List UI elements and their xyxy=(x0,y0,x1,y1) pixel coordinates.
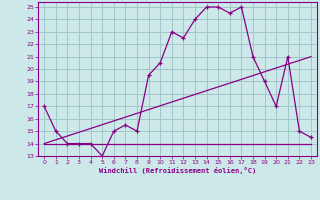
X-axis label: Windchill (Refroidissement éolien,°C): Windchill (Refroidissement éolien,°C) xyxy=(99,167,256,174)
